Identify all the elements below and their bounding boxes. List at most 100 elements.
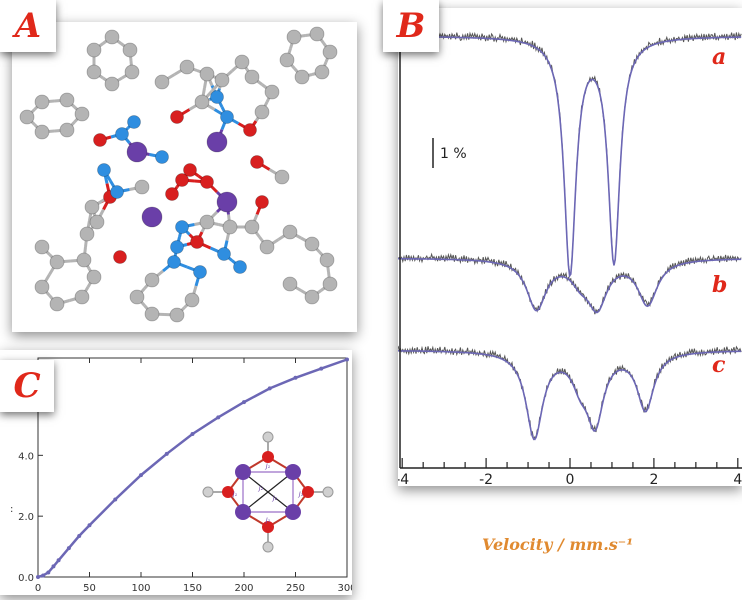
carbon-atom	[104, 29, 120, 45]
spectrum-x-tick-label: 4	[733, 472, 742, 486]
carbon-atom	[76, 252, 92, 268]
carbon-atom	[129, 289, 145, 305]
magnetism-chart: 0501001502002503000.02.04.06.0:J₁J₁J₁J₁J…	[10, 357, 357, 594]
carbon-atom	[222, 219, 238, 235]
magnetism-point	[36, 575, 40, 579]
carbon-atom	[59, 122, 75, 138]
carbon-atom	[34, 94, 50, 110]
nitrogen-atom	[110, 185, 124, 199]
carbon-atom	[86, 64, 102, 80]
carbon-atom	[199, 66, 215, 82]
carbon-atom	[322, 44, 338, 60]
carbon-atom	[282, 276, 298, 292]
magnetism-x-tick-label: 50	[83, 583, 96, 594]
nitrogen-atom	[167, 255, 181, 269]
iron-atom	[216, 191, 238, 213]
panel-a-molecule	[12, 22, 357, 332]
carbon-atom	[179, 59, 195, 75]
magnetism-frame	[37, 357, 348, 578]
magnetism-x-tick-label: 100	[131, 583, 150, 594]
magnetism-point	[216, 415, 221, 420]
diagram-oxygen	[262, 521, 274, 533]
oxygen-atom	[190, 235, 204, 249]
carbon-atom	[279, 52, 295, 68]
spectrum-x-tick-label: -4	[398, 472, 409, 486]
diagram-oxygen	[262, 451, 274, 463]
magnetism-point	[319, 366, 324, 371]
magnetism-point	[51, 564, 56, 569]
spectrum-curve-c-data	[397, 345, 742, 441]
spectrum-curve-a-fit	[397, 35, 742, 279]
nitrogen-atom	[127, 115, 141, 129]
nitrogen-atom	[115, 127, 129, 141]
carbon-atom	[86, 269, 102, 285]
carbon-atom	[154, 74, 170, 90]
carbon-atom	[282, 224, 298, 240]
carbon-atom	[34, 124, 50, 140]
magnetism-point	[190, 432, 195, 437]
oxygen-atom	[113, 250, 127, 264]
diagram-iron	[235, 504, 251, 520]
carbon-atom	[322, 276, 338, 292]
carbon-atom	[86, 42, 102, 58]
diagram-iron	[285, 504, 301, 520]
spectrum-curve-b-data	[397, 252, 742, 315]
carbon-atom	[304, 236, 320, 252]
carbon-atom	[319, 252, 335, 268]
carbon-atom	[49, 254, 65, 270]
magnetism-x-tick-label: 250	[286, 583, 305, 594]
carbon-atom	[294, 69, 310, 85]
diagram-coupling-label: J₁	[298, 491, 304, 498]
panel-b-spectra: -4 -2 0 2 4 1 %	[395, 8, 742, 488]
diagram-iron	[235, 464, 251, 480]
carbon-atom	[34, 239, 50, 255]
magnetism-x-tick-label: 150	[183, 583, 202, 594]
magnetism-point	[113, 497, 118, 502]
panel-label-a: A	[0, 0, 56, 52]
iron-atom	[126, 141, 148, 163]
carbon-atom	[254, 104, 270, 120]
spectrum-x-tick-label: 0	[566, 472, 575, 486]
oxygen-atom	[243, 123, 257, 137]
nitrogen-atom	[220, 110, 234, 124]
magnetism-point	[66, 546, 71, 551]
spectrum-x-tick-label: 2	[649, 472, 658, 486]
nitrogen-atom	[170, 240, 184, 254]
carbon-atom	[144, 306, 160, 322]
magnetism-point	[345, 357, 349, 362]
oxygen-atom	[165, 187, 179, 201]
carbon-atom	[104, 76, 120, 92]
magnetism-y-axis-label: :	[10, 504, 13, 515]
diagram-coupling-label: J₂	[258, 485, 264, 492]
curve-label-a: a	[712, 44, 727, 70]
carbon-atom	[74, 289, 90, 305]
carbon-atom	[34, 279, 50, 295]
oxygen-atom	[250, 155, 264, 169]
diagram-hydrogen	[202, 486, 214, 498]
spectrum-x-tick-label: -2	[479, 472, 493, 486]
carbon-atom	[49, 296, 65, 312]
nitrogen-atom	[97, 163, 111, 177]
oxygen-atom	[93, 133, 107, 147]
carbon-atom	[74, 106, 90, 122]
panel-label-c: C	[0, 360, 54, 412]
carbon-atom	[144, 272, 160, 288]
magnetism-point	[267, 386, 272, 391]
magnetism-y-tick-label: 0.0	[18, 573, 34, 584]
magnetism-curve	[37, 358, 348, 579]
magnetism-x-tick-label: 200	[234, 583, 253, 594]
curve-label-c: c	[712, 352, 726, 378]
carbon-atom	[214, 72, 230, 88]
carbon-atom	[309, 26, 325, 42]
nitrogen-atom	[210, 90, 224, 104]
carbon-atom	[199, 214, 215, 230]
oxygen-atom	[200, 175, 214, 189]
magnetism-point	[242, 400, 246, 405]
velocity-axis-title: Velocity / mm.s⁻¹	[482, 535, 634, 554]
panel-label-b: B	[383, 0, 439, 52]
carbon-atom	[184, 292, 200, 308]
oxygen-atom	[183, 163, 197, 177]
magnetism-point	[46, 570, 51, 575]
nitrogen-atom	[155, 150, 169, 164]
spectrum-curve-c-fit	[398, 350, 742, 441]
